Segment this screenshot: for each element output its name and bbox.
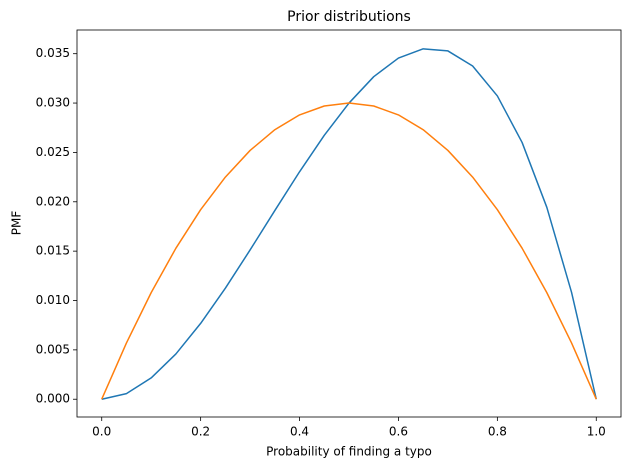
x-tick-label: 0.6 (389, 425, 408, 439)
y-tick-label: 0.000 (36, 392, 70, 406)
y-tick-label: 0.030 (36, 96, 70, 110)
y-tick-label: 0.005 (36, 342, 70, 356)
x-tick-label: 0.8 (488, 425, 507, 439)
x-tick-label: 1.0 (587, 425, 606, 439)
y-axis-label: PMF (10, 211, 24, 236)
x-tick-label: 0.0 (92, 425, 111, 439)
x-tick-label: 0.2 (191, 425, 210, 439)
y-tick-label: 0.015 (36, 244, 70, 258)
chart-title: Prior distributions (287, 9, 411, 25)
y-tick-label: 0.020 (36, 194, 70, 208)
line-series (101, 48, 598, 400)
y-tick-label: 0.010 (36, 293, 70, 307)
y-tick-label: 0.025 (36, 145, 70, 159)
line-series (101, 102, 597, 400)
x-tick-label: 0.4 (290, 425, 309, 439)
x-axis-label: Probability of finding a typo (266, 445, 432, 459)
plot-frame (76, 29, 622, 418)
y-tick-label: 0.035 (36, 46, 70, 60)
